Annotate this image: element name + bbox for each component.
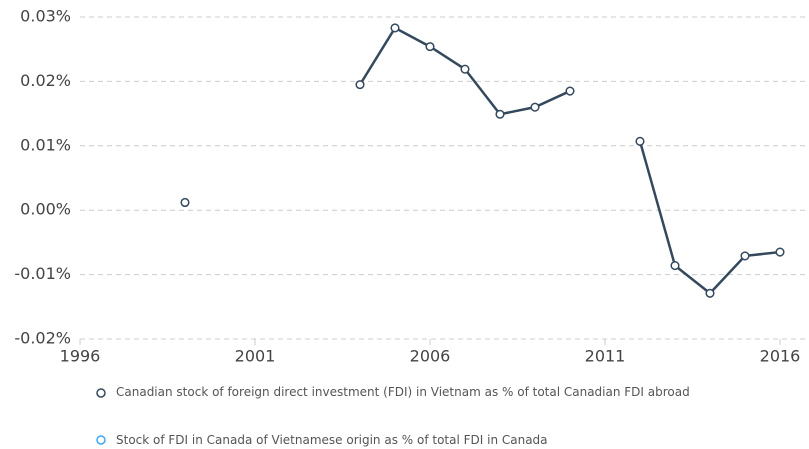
point <box>390 23 400 33</box>
point <box>355 80 365 90</box>
point <box>705 288 715 298</box>
point <box>635 136 645 146</box>
y-tick-label: 0.00% <box>20 200 71 219</box>
x-tick-label: 2001 <box>235 347 276 366</box>
point <box>565 86 575 96</box>
legend-marker <box>96 435 106 445</box>
x-tick-label: 2006 <box>410 347 451 366</box>
point <box>530 102 540 112</box>
y-tick-label: -0.01% <box>14 264 71 283</box>
point <box>425 42 435 52</box>
x-tick-label: 2016 <box>760 347 801 366</box>
point <box>670 261 680 271</box>
y-tick-label: 0.01% <box>20 135 71 154</box>
legend-label: Canadian stock of foreign direct investm… <box>116 385 690 399</box>
legend-marker <box>96 388 106 398</box>
x-tick-label: 1996 <box>60 347 101 366</box>
point <box>180 197 190 208</box>
x-tick-label: 2011 <box>585 347 626 366</box>
point <box>460 64 470 74</box>
point <box>775 247 785 257</box>
series-line <box>358 26 781 295</box>
point <box>740 251 750 261</box>
legend-label: Stock of FDI in Canada of Vietnamese ori… <box>116 433 548 447</box>
point <box>495 109 505 119</box>
y-tick-label: 0.02% <box>20 71 71 90</box>
y-tick-label: -0.02% <box>14 329 71 348</box>
y-tick-label: 0.03% <box>20 7 71 26</box>
